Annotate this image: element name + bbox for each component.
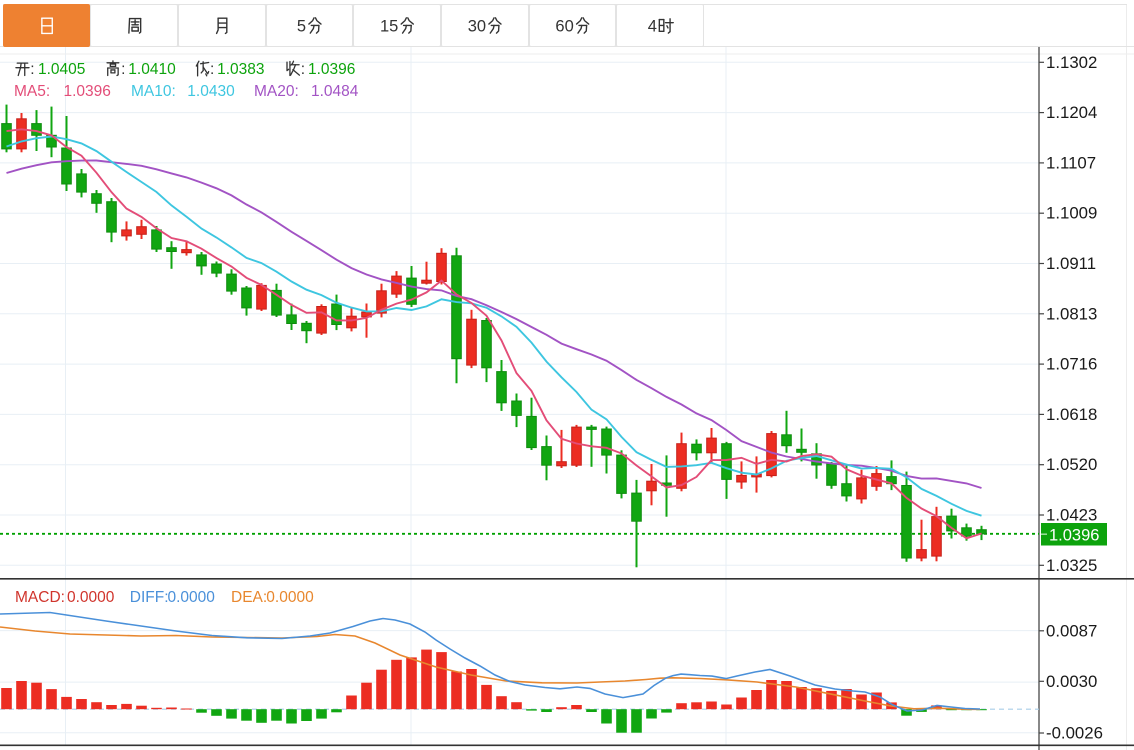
svg-text::: : (210, 61, 214, 78)
svg-text:0.0000: 0.0000 (168, 589, 216, 606)
svg-text:1.0396: 1.0396 (64, 83, 111, 100)
svg-text:4: 4 (648, 18, 657, 36)
svg-text:0.0087: 0.0087 (1046, 621, 1097, 640)
svg-text:DIFF:: DIFF: (130, 589, 169, 606)
svg-text:0.0000: 0.0000 (67, 589, 115, 606)
svg-text:1.1204: 1.1204 (1046, 103, 1097, 122)
svg-text:1.0520: 1.0520 (1046, 455, 1097, 474)
svg-text:1.0618: 1.0618 (1046, 405, 1097, 424)
svg-text:MA20:: MA20: (254, 83, 299, 100)
svg-text:1.0383: 1.0383 (217, 61, 264, 78)
svg-text::: : (301, 61, 305, 78)
svg-text:1.1107: 1.1107 (1046, 153, 1096, 172)
svg-text:MA5:: MA5: (14, 83, 50, 100)
svg-text:1.0396: 1.0396 (308, 61, 355, 78)
svg-text:1.0423: 1.0423 (1046, 506, 1097, 525)
svg-text:DEA:: DEA: (231, 589, 267, 606)
svg-text:1.0405: 1.0405 (38, 61, 85, 78)
svg-text:1.0813: 1.0813 (1046, 304, 1097, 323)
svg-text:1.0325: 1.0325 (1046, 556, 1097, 575)
svg-text:1.0410: 1.0410 (128, 61, 176, 78)
svg-text:1.1302: 1.1302 (1046, 53, 1097, 72)
svg-text:0.0030: 0.0030 (1046, 672, 1097, 691)
svg-text:1.0430: 1.0430 (187, 83, 235, 100)
svg-text:1.0396: 1.0396 (1049, 526, 1099, 544)
svg-text:1.0716: 1.0716 (1046, 355, 1097, 374)
svg-text:0.0000: 0.0000 (266, 589, 314, 606)
svg-text:MACD:: MACD: (15, 589, 65, 606)
svg-text:60: 60 (555, 18, 573, 36)
svg-text::: : (30, 61, 34, 78)
svg-text:1.0911: 1.0911 (1046, 254, 1096, 273)
svg-text::: : (121, 61, 125, 78)
svg-text:MA10:: MA10: (131, 83, 176, 100)
svg-text:15: 15 (380, 18, 398, 36)
svg-text:30: 30 (468, 18, 486, 36)
svg-text:1.1009: 1.1009 (1046, 204, 1097, 223)
svg-text:1.0484: 1.0484 (311, 83, 359, 100)
svg-text:5: 5 (297, 18, 306, 36)
svg-text:-0.0026: -0.0026 (1046, 724, 1103, 743)
